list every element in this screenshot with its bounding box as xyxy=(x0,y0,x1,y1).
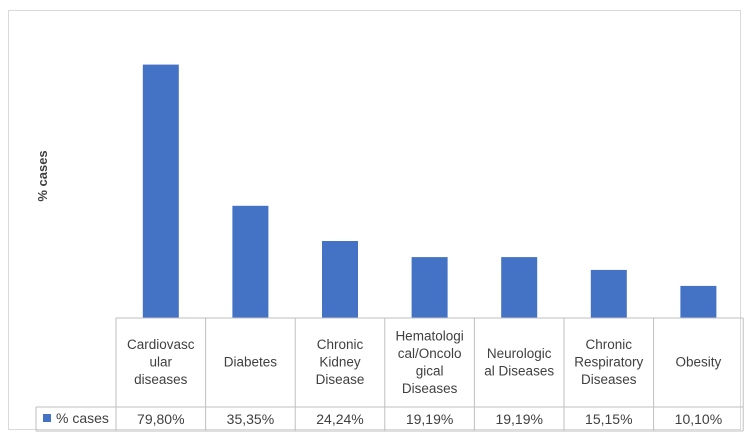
data-label: 19,19% xyxy=(406,411,453,427)
bar xyxy=(142,64,179,318)
data-label: 79,80% xyxy=(137,411,184,427)
y-axis-title: % cases xyxy=(35,150,50,201)
chart-area xyxy=(8,10,741,430)
bar xyxy=(680,285,717,318)
bar xyxy=(501,257,538,318)
data-label: 35,35% xyxy=(227,411,274,427)
category-label: Hematologi cal/Oncolo gical Diseases xyxy=(395,328,463,396)
bar xyxy=(411,257,448,318)
category-label: Neurologic al Diseases xyxy=(484,346,554,379)
data-table: Cardiovasc ular diseases Diabetes Chronic Kid… xyxy=(35,317,744,432)
category-label: Obesity xyxy=(676,355,722,370)
category-label: Chronic Kidney Disease xyxy=(316,337,365,387)
data-label: 15,15% xyxy=(585,411,632,427)
data-label: 10,10% xyxy=(675,411,722,427)
data-label: 19,19% xyxy=(495,411,542,427)
category-label: Cardiovasc ular diseases xyxy=(127,337,195,387)
category-label: Diabetes xyxy=(224,355,278,370)
data-label: 24,24% xyxy=(316,411,363,427)
bar xyxy=(590,269,627,318)
category-label: Chronic Respiratory Diseases xyxy=(574,337,643,387)
bar xyxy=(232,205,269,318)
legend-swatch xyxy=(43,414,51,422)
bar-group xyxy=(142,64,717,318)
legend-label: % cases xyxy=(56,410,109,426)
bar xyxy=(322,241,358,318)
